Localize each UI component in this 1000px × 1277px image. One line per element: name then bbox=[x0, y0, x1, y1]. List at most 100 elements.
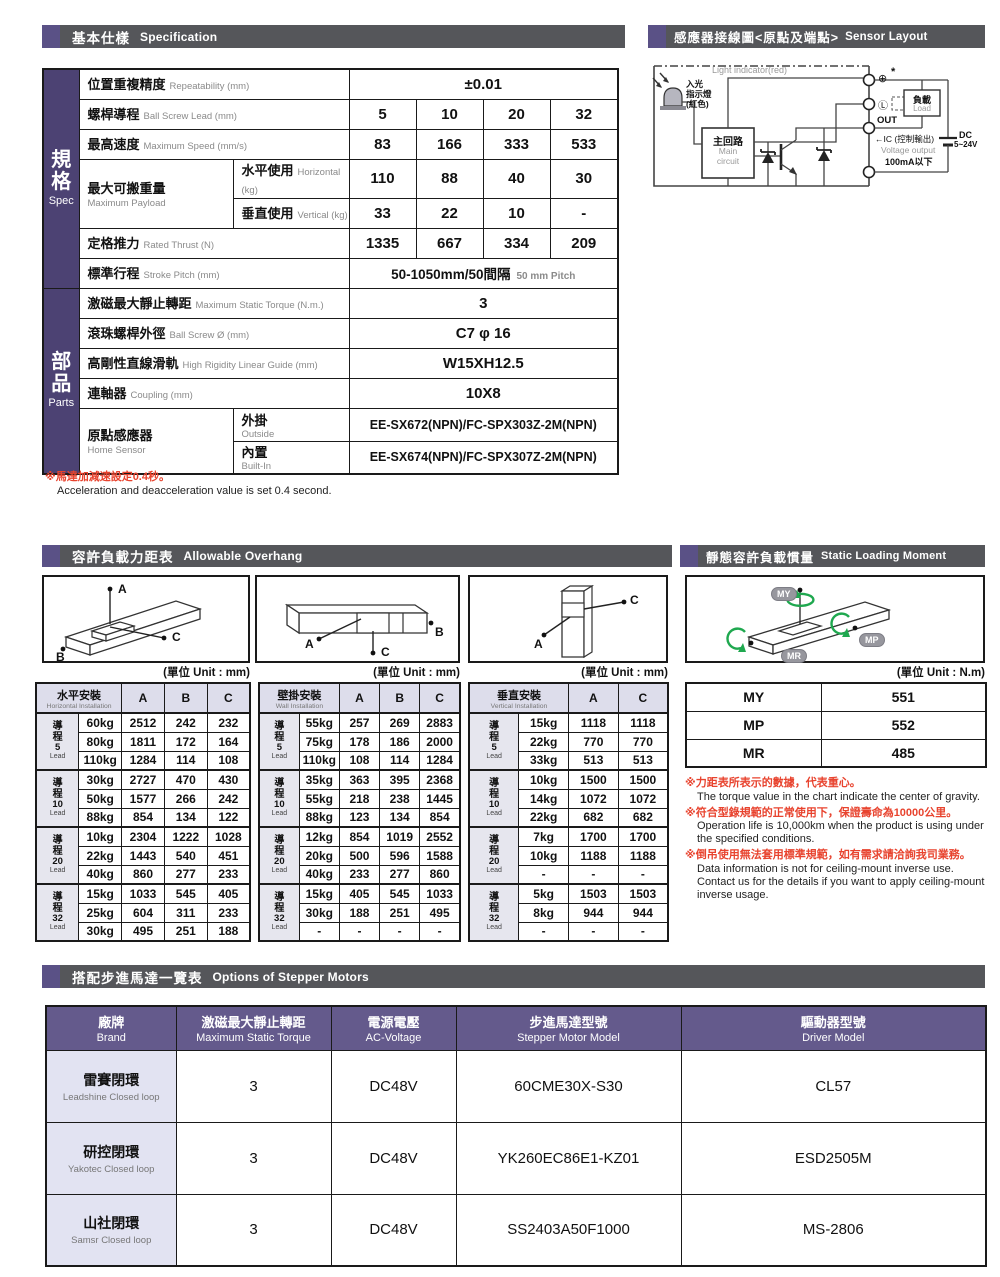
overhang-value: 1019 bbox=[379, 826, 421, 847]
moment-label: MR bbox=[685, 738, 822, 768]
column-header-a: A bbox=[121, 682, 165, 714]
driver-cell: MS-2806 bbox=[680, 1193, 987, 1267]
label-zh: 垂直使用 bbox=[241, 206, 294, 221]
section-title-en: Allowable Overhang bbox=[183, 549, 303, 563]
voltage-output-label: Voltage output bbox=[881, 145, 936, 155]
input-light-label-2: 指示燈 bbox=[686, 89, 712, 99]
label-en: Coupling (mm) bbox=[130, 390, 193, 401]
overhang-data-row: 110kg 1284 114 108 bbox=[36, 750, 251, 771]
section-bar-static-moment: 靜態容許負載慣量 Static Loading Moment bbox=[680, 545, 985, 567]
stepper-table: 廠牌 Brand 激磁最大靜止轉距 Maximum Static Torque 電源電壓… bbox=[45, 1005, 987, 1267]
overhang-value: 395 bbox=[379, 769, 421, 790]
overhang-value: 1028 bbox=[206, 826, 251, 847]
overhang-value: 122 bbox=[206, 807, 251, 828]
moment-label: MY bbox=[685, 682, 822, 712]
overhang-value: 242 bbox=[206, 788, 251, 809]
static-moment-diagram: MY MP MR bbox=[685, 575, 985, 663]
overhang-value: 405 bbox=[338, 883, 381, 904]
moment-notes: ※力距表所表示的數據，代表重心。 The torque value in the… bbox=[685, 777, 990, 905]
spec-row-lead: 螺桿導程 Ball Screw Lead (mm) 5 10 20 32 bbox=[43, 98, 619, 130]
overhang-data-row: 導程 32 Lead 15kg 405 545 1033 bbox=[258, 883, 461, 942]
overhang-value: 1284 bbox=[121, 750, 165, 771]
moment-note-en: The torque value in the chart indicate t… bbox=[697, 790, 980, 803]
overhang-data-row: 導程 5 Lead 55kg 257 269 2883 bbox=[258, 712, 461, 771]
overhang-value: 114 bbox=[379, 750, 421, 771]
overhang-value: 540 bbox=[163, 845, 208, 866]
spec-row-static-torque: 部品 Parts 激磁最大靜止轉距 Maximum Static Torque (… bbox=[42, 287, 619, 475]
overhang-value: 2552 bbox=[419, 826, 461, 847]
dc-label: DC bbox=[959, 130, 972, 140]
stepper-table-wrap: 廠牌 Brand 激磁最大靜止轉距 Maximum Static Torque 電源電壓… bbox=[45, 1005, 987, 1267]
payload-weight: 22kg bbox=[518, 731, 569, 752]
overhang-value: - bbox=[568, 864, 619, 885]
payload-weight: 88kg bbox=[78, 807, 123, 828]
label-en: High Rigidity Linear Guide (mm) bbox=[182, 360, 318, 371]
overhang-value: 1445 bbox=[419, 788, 461, 809]
stepper-row: 雷賽閉環 Leadshine Closed loop 3 DC48V 60CME30X-… bbox=[45, 1049, 987, 1123]
payload-weight: 50kg bbox=[78, 788, 123, 809]
overhang-value: 1700 bbox=[568, 826, 619, 847]
overhang-value: 232 bbox=[206, 712, 251, 733]
overhang-data-row: 40kg 860 277 233 bbox=[36, 864, 251, 885]
overhang-value: 311 bbox=[163, 902, 208, 923]
lead-value: 5 bbox=[348, 98, 417, 130]
thrust-value: 1335 bbox=[348, 227, 417, 259]
payload-weight: 8kg bbox=[518, 902, 569, 923]
horizontal-overhang-table: 水平安裝 Horizontal Installation A B C 導程 5 Lead 60k… bbox=[35, 682, 251, 942]
payload-weight: 33kg bbox=[518, 750, 569, 771]
moment-note-zh: ※倒吊使用無法套用標準規範，如有需求請洽詢我司業務。 bbox=[685, 849, 971, 862]
driver-cell: CL57 bbox=[680, 1049, 987, 1123]
motor-cell: 60CME30X-S30 bbox=[455, 1049, 682, 1123]
repeatability-value: ±0.01 bbox=[348, 68, 619, 100]
input-light-label-3: (紅色) bbox=[686, 99, 709, 109]
payload-weight: 88kg bbox=[298, 807, 340, 828]
overhang-value: 604 bbox=[121, 902, 165, 923]
overhang-value: 1443 bbox=[121, 845, 165, 866]
stepper-row: 山社閉環 Samsr Closed loop 3 DC48V SS2403A50F100… bbox=[45, 1193, 987, 1267]
torque-cell: 3 bbox=[175, 1049, 332, 1123]
label-en: Maximum Speed (mm/s) bbox=[143, 141, 247, 152]
thrust-value: 334 bbox=[482, 227, 551, 259]
stroke-value-main: 50-1050mm/50間隔 bbox=[391, 267, 511, 282]
label-en: Ball Screw Lead (mm) bbox=[143, 111, 237, 122]
lead-group-label: 導程 32 Lead bbox=[468, 883, 520, 942]
star-mark: * bbox=[891, 66, 896, 78]
moment-value: 485 bbox=[820, 738, 987, 768]
column-header-a: A bbox=[568, 682, 619, 714]
sidebar-parts-en: Parts bbox=[48, 397, 75, 410]
spec-sidebar-spec: 規格 Spec bbox=[42, 68, 80, 289]
overhang-value: 430 bbox=[206, 769, 251, 790]
home-sensor-group-label: 原點感應器 Home Sensor bbox=[78, 407, 234, 475]
payload-weight: 7kg bbox=[518, 826, 569, 847]
spec-note: ※馬達加減速設定0.4秒。 Acceleration and deacceler… bbox=[45, 471, 605, 501]
label-en: Repeatability (mm) bbox=[169, 81, 250, 93]
overhang-data-row: 導程 32 Lead 15kg 1033 545 405 bbox=[35, 883, 251, 942]
payload-value: 30 bbox=[549, 158, 619, 199]
spec-row-home-sensor-outside: 原點感應器 Home Sensor 外掛 Outside EE-SX672(NPN)… bbox=[43, 407, 619, 475]
overhang-value: 2368 bbox=[419, 769, 461, 790]
voltage-cell: DC48V bbox=[330, 1121, 457, 1195]
overhang-value: 178 bbox=[338, 731, 381, 752]
row-label: 滾珠螺桿外徑 Ball Screw Ø (mm) bbox=[78, 317, 350, 349]
overhang-value: 854 bbox=[419, 807, 461, 828]
speed-value: 83 bbox=[348, 128, 417, 160]
sensor-circuit-drawing bbox=[652, 65, 957, 187]
moment-row: MR 485 bbox=[685, 738, 987, 768]
overhang-header-row: 壁掛安裝 Wall Installation A B C bbox=[258, 682, 461, 714]
overhang-data-row: 導程 10 Lead 10kg 1500 1500 bbox=[468, 769, 669, 828]
section-title-en: Sensor Layout bbox=[845, 30, 928, 43]
coupling-value: 10X8 bbox=[348, 377, 619, 409]
payload-weight: 22kg bbox=[78, 845, 123, 866]
overhang-value: 944 bbox=[617, 902, 669, 923]
lead-group-label: 導程 10 Lead bbox=[35, 769, 80, 828]
overhang-value: 1188 bbox=[568, 845, 619, 866]
spec-row-payload-horizontal: 最大可搬重量 Maximum Payload 水平使用 Horizontal (kg… bbox=[43, 158, 619, 229]
overhang-data-row: 導程 5 Lead 60kg 2512 242 232 bbox=[35, 712, 251, 771]
overhang-value: 1033 bbox=[121, 883, 165, 904]
payload-value: 22 bbox=[415, 197, 484, 229]
overhang-value: 513 bbox=[568, 750, 619, 771]
payload-weight: 75kg bbox=[298, 731, 340, 752]
overhang-value: 257 bbox=[338, 712, 381, 733]
brand-cell: 山社閉環 Samsr Closed loop bbox=[45, 1193, 177, 1267]
payload-weight: 5kg bbox=[518, 883, 569, 904]
